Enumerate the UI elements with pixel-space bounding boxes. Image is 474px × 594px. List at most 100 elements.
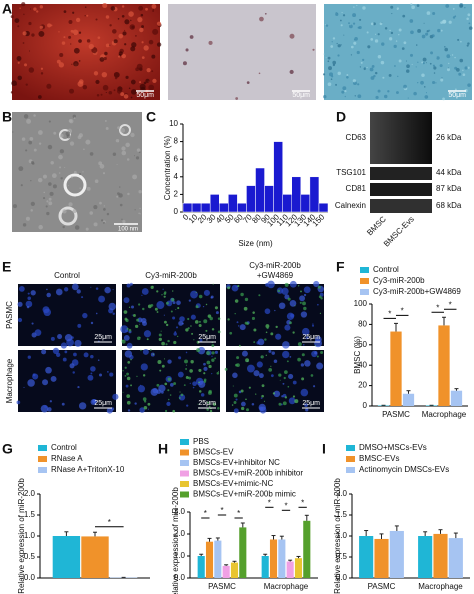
texture-dot <box>82 85 88 90</box>
texture-dot <box>342 14 346 17</box>
texture-dot <box>258 403 266 412</box>
texture-dot <box>175 309 177 311</box>
texture-dot <box>421 61 424 64</box>
texture-dot <box>304 360 311 367</box>
texture-dot <box>62 209 67 214</box>
texture-dot <box>349 24 353 29</box>
texture-dot <box>59 53 64 58</box>
texture-dot <box>52 184 57 189</box>
texture-dot <box>395 40 398 42</box>
texture-dot <box>316 355 319 358</box>
texture-dot <box>124 19 130 25</box>
texture-dot <box>299 301 302 304</box>
texture-dot <box>88 43 94 50</box>
texture-dot <box>112 312 115 315</box>
y-tick-label: 4 <box>174 172 179 181</box>
texture-dot <box>292 380 297 385</box>
texture-dot <box>217 330 221 334</box>
texture-dot <box>297 342 302 347</box>
texture-dot <box>289 280 297 288</box>
x-tick-label: Macrophage <box>418 582 463 591</box>
texture-dot <box>45 205 48 208</box>
texture-dot <box>428 29 431 32</box>
texture-dot <box>212 402 217 406</box>
texture-dot <box>108 90 113 95</box>
texture-dot <box>388 73 392 77</box>
texture-dot <box>134 209 136 211</box>
texture-dot <box>403 41 407 45</box>
texture-dot <box>163 295 166 298</box>
texture-dot <box>314 351 318 355</box>
texture-dot <box>218 371 220 373</box>
texture-dot <box>172 301 176 305</box>
texture-dot <box>173 340 177 345</box>
texture-dot <box>86 14 89 17</box>
texture-dot <box>198 323 202 328</box>
texture-dot <box>102 172 106 175</box>
texture-dot <box>398 28 402 32</box>
texture-dot <box>142 397 147 401</box>
texture-dot <box>43 308 52 317</box>
texture-dot <box>137 385 146 393</box>
bar <box>219 202 229 213</box>
texture-dot <box>27 296 31 301</box>
texture-dot <box>178 320 184 326</box>
texture-dot <box>30 180 32 182</box>
scale-bar-label: 25μm <box>198 334 216 341</box>
texture-dot <box>327 82 332 87</box>
band-name: CD63 <box>346 133 367 142</box>
texture-dot <box>234 312 236 315</box>
texture-dot <box>236 356 240 360</box>
texture-dot <box>214 357 217 360</box>
texture-dot <box>244 297 249 302</box>
legend-swatch <box>346 445 355 451</box>
texture-dot <box>150 388 159 396</box>
texture-dot <box>303 306 307 311</box>
texture-dot <box>27 355 31 359</box>
texture-dot <box>340 19 342 22</box>
texture-dot <box>69 141 75 146</box>
x-tick-label: Macrophage <box>264 582 309 591</box>
texture-dot <box>352 22 356 25</box>
legend-label: Cy3-miR-200b+GW4869 <box>373 287 461 296</box>
texture-dot <box>258 373 264 379</box>
significance-label: * <box>301 498 304 507</box>
texture-dot <box>104 120 107 122</box>
texture-dot <box>384 27 388 30</box>
texture-dot <box>253 370 260 377</box>
bar <box>200 202 211 213</box>
bar <box>261 556 269 578</box>
texture-dot <box>170 310 173 313</box>
texture-dot <box>130 132 135 138</box>
texture-dot <box>151 4 157 9</box>
texture-dot <box>68 20 73 24</box>
texture-dot <box>105 15 110 19</box>
texture-dot <box>444 46 446 48</box>
texture-dot <box>77 80 84 87</box>
texture-dot <box>459 4 463 8</box>
texture-dot <box>329 72 334 77</box>
fluorescence-image <box>122 284 220 346</box>
texture-dot <box>270 332 274 336</box>
texture-dot <box>357 83 360 86</box>
texture-dot <box>182 61 187 66</box>
texture-dot <box>370 37 374 41</box>
texture-dot <box>208 364 212 369</box>
texture-dot <box>17 61 20 64</box>
texture-dot <box>177 371 184 378</box>
texture-dot <box>284 294 290 300</box>
texture-dot <box>256 361 263 368</box>
texture-dot <box>72 33 74 35</box>
texture-dot <box>299 295 306 302</box>
texture-dot <box>199 338 203 342</box>
texture-dot <box>99 201 102 205</box>
texture-dot <box>275 325 278 329</box>
texture-dot <box>325 24 329 27</box>
texture-dot <box>211 358 215 362</box>
texture-dot <box>31 33 35 37</box>
texture-dot <box>27 379 35 387</box>
texture-dot <box>112 29 117 34</box>
texture-dot <box>105 126 109 130</box>
texture-dot <box>47 23 52 28</box>
texture-dot <box>209 316 213 321</box>
